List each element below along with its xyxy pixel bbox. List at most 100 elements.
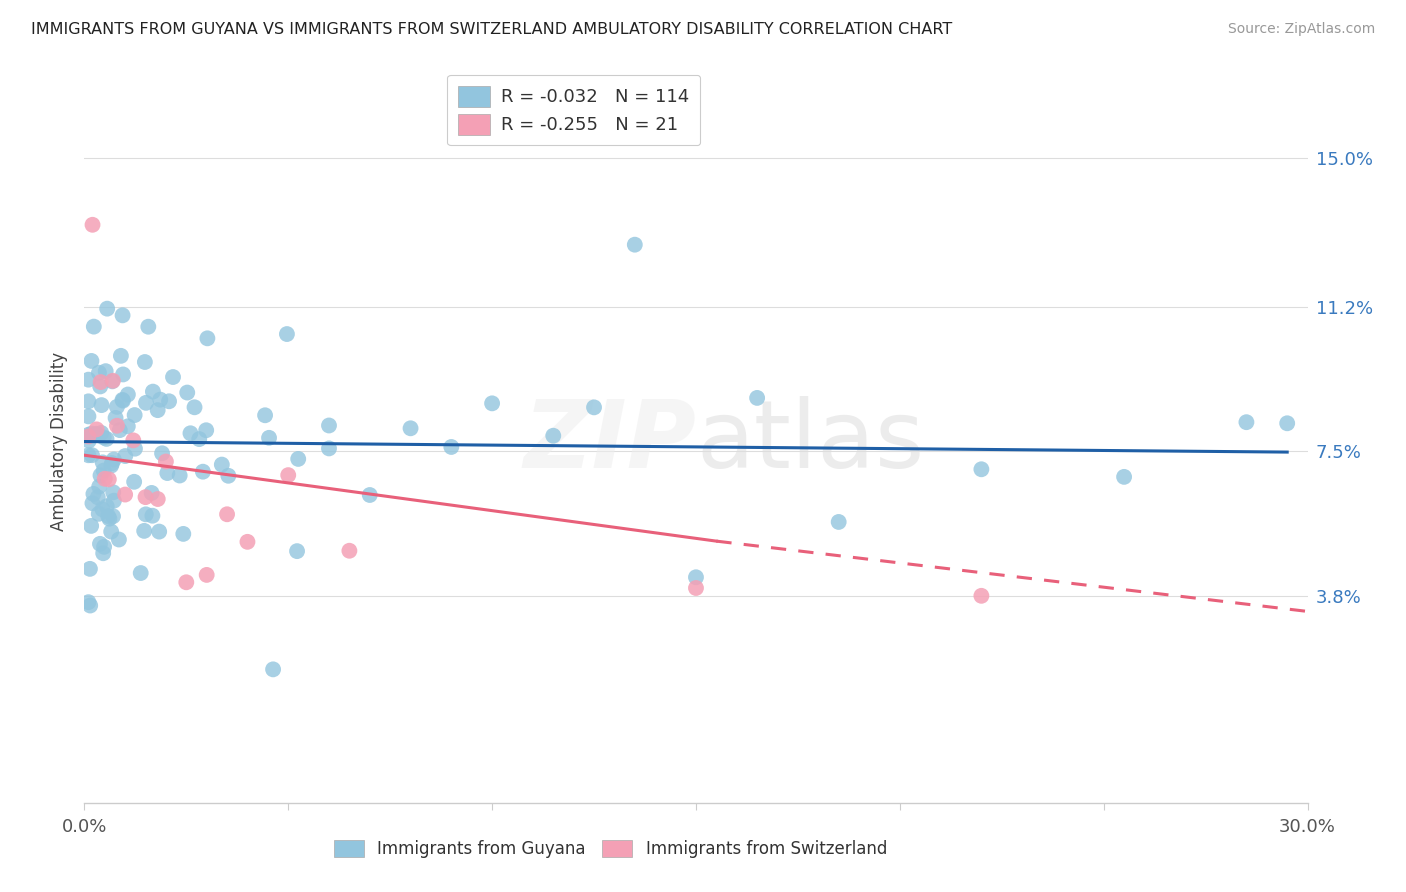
Point [110,349,132,363]
Point [174,575,197,590]
Point [141,486,163,500]
Point [93,540,115,554]
Point [117,387,139,401]
Point [103,493,125,508]
Point [108,423,131,437]
Point [96,301,118,316]
Point [155,454,177,468]
Point [148,524,170,539]
Point [101,456,124,470]
Point [440,440,463,454]
Point [146,491,169,506]
Y-axis label: Ambulatory Disability: Ambulatory Disability [51,352,69,531]
Point [339,543,361,558]
Point [318,418,340,433]
Point [87,366,110,380]
Point [134,524,156,538]
Text: IMMIGRANTS FROM GUYANA VS IMMIGRANTS FROM SWITZERLAND AMBULATORY DISABILITY CORR: IMMIGRANTS FROM GUYANA VS IMMIGRANTS FRO… [31,22,952,37]
Point [257,431,280,445]
Point [86,422,108,436]
Point [1114,470,1136,484]
Point [543,428,565,442]
Point [89,468,111,483]
Point [828,515,851,529]
Point [104,410,127,425]
Point [236,534,259,549]
Point [96,432,118,446]
Point [103,452,125,467]
Point [108,533,131,547]
Point [134,355,156,369]
Point [103,485,125,500]
Point [77,427,100,442]
Point [277,468,299,483]
Point [124,408,146,422]
Point [114,487,136,501]
Point [114,449,136,463]
Point [122,434,145,448]
Point [97,509,120,524]
Point [91,546,114,560]
Point [179,426,201,441]
Point [90,425,112,440]
Point [89,479,111,493]
Point [285,544,308,558]
Point [149,392,172,407]
Point [77,595,100,609]
Point [87,507,110,521]
Point [157,394,180,409]
Point [399,421,422,435]
Point [583,401,606,415]
Point [169,468,191,483]
Point [82,218,104,232]
Point [79,562,101,576]
Point [217,508,239,522]
Point [93,472,115,486]
Point [136,319,159,334]
Point [111,393,134,408]
Point [105,418,128,433]
Point [685,581,707,595]
Point [318,442,340,456]
Point [970,589,993,603]
Point [101,509,124,524]
Point [142,384,165,399]
Point [101,374,124,388]
Point [195,568,218,582]
Point [94,364,117,378]
Point [254,409,277,423]
Point [129,566,152,580]
Point [82,487,104,501]
Point [135,508,157,522]
Point [150,446,173,460]
Point [156,466,179,480]
Point [112,368,135,382]
Point [217,468,239,483]
Point [77,429,100,443]
Point [359,488,381,502]
Point [105,400,128,414]
Point [91,455,114,469]
Point [86,426,108,441]
Point [82,496,104,510]
Point [77,434,100,448]
Point [1277,417,1299,431]
Point [91,502,114,516]
Point [77,448,100,462]
Point [98,511,121,525]
Point [80,448,103,462]
Point [287,451,309,466]
Point [176,385,198,400]
Point [100,458,122,473]
Text: atlas: atlas [696,395,924,488]
Point [77,409,100,424]
Point [93,464,115,478]
Point [624,237,647,252]
Text: ZIP: ZIP [523,395,696,488]
Point [93,430,115,444]
Point [101,374,124,388]
Point [211,458,233,472]
Point [141,508,163,523]
Point [77,373,100,387]
Point [96,500,118,514]
